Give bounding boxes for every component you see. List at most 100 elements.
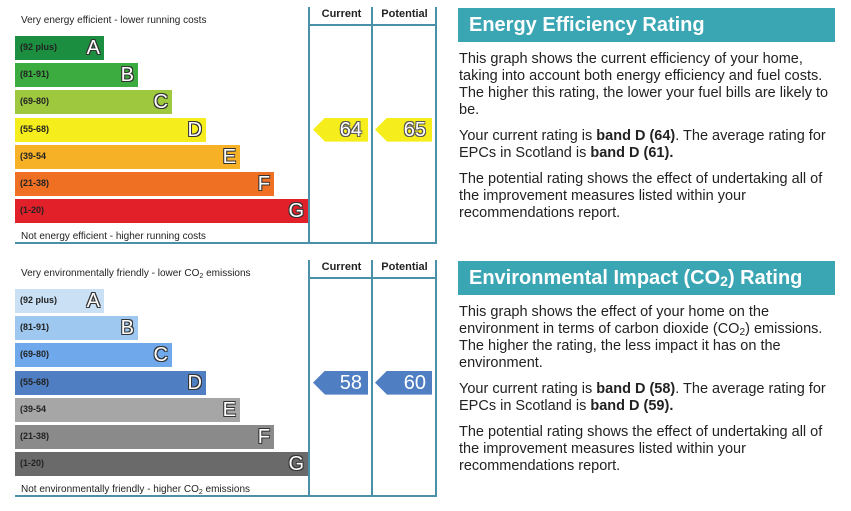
caption-text: Not environmentally friendly - higher CO <box>21 484 199 495</box>
environmental-impact-panel: Environmental Impact (CO2) Rating This g… <box>458 261 835 475</box>
band-letter: G <box>288 453 304 476</box>
band-range: (1-20) <box>20 458 45 469</box>
current-rating-arrow: 58 <box>313 370 368 395</box>
band-d: (55-68) D <box>15 117 206 142</box>
current-rating-text: Your current rating is band D (58). The … <box>459 381 835 415</box>
band-range: (55-68) <box>20 376 50 387</box>
band-letter: D <box>187 371 202 394</box>
band-c: (69-80) C <box>15 90 172 115</box>
band-letter: G <box>288 200 304 223</box>
band-letter: C <box>153 91 168 114</box>
band-letter: A <box>86 290 100 312</box>
bottom-caption: Not energy efficient - higher running co… <box>21 231 206 242</box>
rating-value: 58 <box>339 371 362 394</box>
potential-rating-arrow: 60 <box>375 370 432 395</box>
rating-value: 64 <box>339 118 362 141</box>
panel-description: This graph shows the effect of your home… <box>459 304 835 372</box>
band-range: (39-54 <box>20 403 47 414</box>
average-band: band D (61). <box>590 145 674 161</box>
band-letter: F <box>257 426 270 448</box>
current-column-header: Current <box>321 261 362 273</box>
current-column-header: Current <box>321 8 362 20</box>
band-range: (21-38) <box>20 178 50 188</box>
divider <box>371 7 373 244</box>
band-a: (92 plus) A <box>15 36 104 60</box>
divider <box>435 260 437 497</box>
potential-rating-text: The potential rating shows the effect of… <box>459 171 823 221</box>
band-f: (21-38) F <box>15 172 274 196</box>
caption-text: emissions <box>203 268 251 279</box>
divider <box>15 495 437 497</box>
top-caption: Very environmentally friendly - lower CO… <box>21 268 251 280</box>
band-letter: E <box>222 398 236 421</box>
band-range: (81-91) <box>20 322 50 333</box>
band-range: (81-91) <box>20 69 50 80</box>
band-range: (55-68) <box>20 123 50 134</box>
potential-column-header: Potential <box>381 261 428 273</box>
energy-efficiency-panel: Energy Efficiency Rating This graph show… <box>458 8 835 222</box>
band-range: (92 plus) <box>20 42 58 52</box>
potential-rating-text: The potential rating shows the effect of… <box>459 424 823 474</box>
band-b: (81-91) B <box>15 316 138 341</box>
band-range: (69-80) <box>20 349 50 360</box>
band-letter: B <box>120 317 134 340</box>
panel-description: This graph shows the current efficiency … <box>459 51 829 118</box>
caption-subscript: 2 <box>198 489 203 496</box>
current-rating-text: Your current rating is band D (64). The … <box>459 128 835 162</box>
band-c: (69-80) C <box>15 343 172 368</box>
current-band: band D (64) <box>596 128 676 144</box>
bottom-caption: Not environmentally friendly - higher CO… <box>21 484 251 496</box>
title-text: Environmental Impact (CO <box>469 267 721 289</box>
band-range: (1-20) <box>20 205 45 216</box>
band-a: (92 plus) A <box>15 289 104 313</box>
text: ) emissions. The higher the rating, the … <box>459 321 823 371</box>
band-e: (39-54 E <box>15 144 240 169</box>
potential-rating-arrow: 65 <box>375 117 432 142</box>
band-range: (21-38) <box>20 431 50 441</box>
divider <box>15 242 437 244</box>
title-subscript: 2 <box>720 273 728 289</box>
band-f: (21-38) F <box>15 425 274 449</box>
divider <box>308 260 310 497</box>
subscript: 2 <box>739 327 746 338</box>
rating-value: 60 <box>403 371 426 394</box>
current-band: band D (58) <box>596 381 676 397</box>
panel-title: Environmental Impact (CO2) Rating <box>458 261 835 295</box>
band-letter: F <box>257 173 270 195</box>
text: Your current rating is <box>459 128 597 144</box>
band-range: (69-80) <box>20 96 50 107</box>
caption-text: Very environmentally friendly - lower CO <box>21 268 200 279</box>
rating-value: 65 <box>403 118 426 141</box>
band-range: (39-54 <box>20 150 47 161</box>
band-range: (92 plus) <box>20 295 58 305</box>
band-letter: B <box>120 64 134 87</box>
divider <box>371 260 373 497</box>
text: Your current rating is <box>459 381 597 397</box>
caption-subscript: 2 <box>199 273 204 280</box>
band-letter: C <box>153 344 168 367</box>
environmental-impact-chart: Current Potential Very environmentally f… <box>15 260 437 497</box>
divider <box>308 277 437 279</box>
band-letter: A <box>86 37 100 59</box>
title-text: ) Rating <box>727 267 803 289</box>
panel-title: Energy Efficiency Rating <box>458 8 835 42</box>
current-rating-arrow: 64 <box>313 117 368 142</box>
band-letter: D <box>187 118 202 141</box>
band-letter: E <box>222 145 236 168</box>
potential-column-header: Potential <box>381 8 428 20</box>
band-b: (81-91) B <box>15 63 138 88</box>
band-e: (39-54 E <box>15 397 240 422</box>
top-caption: Very energy efficient - lower running co… <box>21 15 207 26</box>
band-d: (55-68) D <box>15 370 206 395</box>
text: . The average rating for EPCs in Scotlan… <box>459 128 826 161</box>
text: This graph shows the effect of your home… <box>459 304 770 337</box>
band-g: (1-20) G <box>15 199 308 224</box>
text: . The average rating for EPCs in Scotlan… <box>459 381 826 414</box>
divider <box>308 7 310 244</box>
energy-efficiency-chart: Current Potential Very energy efficient … <box>15 7 437 244</box>
average-band: band D (59). <box>590 398 674 414</box>
divider <box>435 7 437 244</box>
band-g: (1-20) G <box>15 452 308 477</box>
caption-text: emissions <box>202 484 251 495</box>
divider <box>308 24 437 26</box>
